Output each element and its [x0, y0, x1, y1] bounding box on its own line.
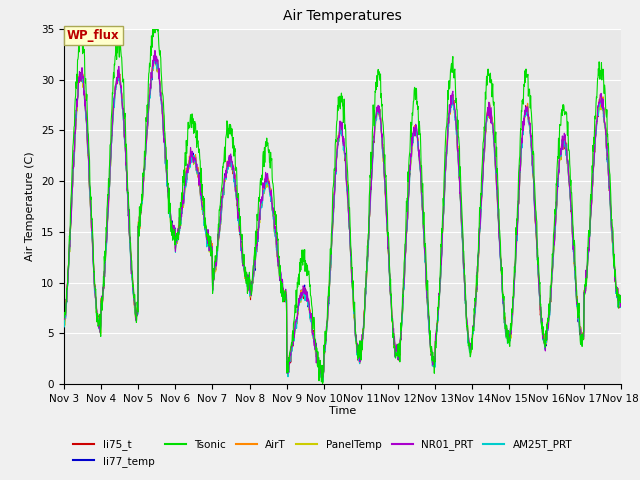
X-axis label: Time: Time [329, 407, 356, 417]
Legend: li75_t, li77_temp, Tsonic, AirT, PanelTemp, NR01_PRT, AM25T_PRT: li75_t, li77_temp, Tsonic, AirT, PanelTe… [69, 435, 577, 471]
Text: WP_flux: WP_flux [67, 29, 120, 42]
Title: Air Temperatures: Air Temperatures [283, 10, 402, 24]
Y-axis label: Air Temperature (C): Air Temperature (C) [26, 152, 35, 261]
